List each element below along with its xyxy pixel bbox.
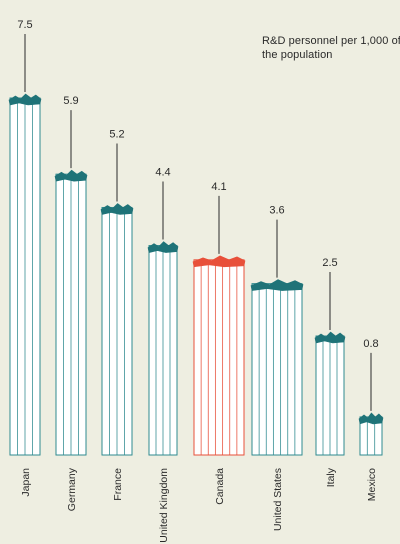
value-label: 0.8 [363,338,378,350]
category-label: Italy [325,467,337,487]
bar-top-cap [147,241,179,253]
category-label: Germany [66,467,78,511]
bar-group-italy: 2.5 Italy [314,257,346,487]
bar-top-cap [54,169,88,182]
bar-top-cap [250,279,304,291]
bar-top-cap [100,203,134,215]
bar-top-cap [8,93,42,106]
value-label: 4.1 [211,181,226,193]
category-label: United Kingdom [158,468,170,543]
bar-group-japan: 7.5 Japan [8,19,42,497]
value-label: 7.5 [17,19,32,31]
bar-top-cap [358,412,384,425]
value-label: 4.4 [155,167,170,179]
value-label: 5.2 [109,128,124,140]
value-label: 2.5 [322,257,337,269]
bar-top-cap [192,255,246,268]
chart-title: R&D personnel per 1,000 of the populatio… [262,35,400,61]
category-label: France [112,468,124,501]
bar [193,259,245,456]
bar-group-germany: 5.9 Germany [54,95,88,511]
bar-group-mexico: 0.8 Mexico [358,338,384,501]
bar-group-united-states: 3.6 United States [250,205,304,531]
value-label: 3.6 [269,205,284,217]
bar-group-france: 5.2 France [100,128,134,501]
category-label: United States [272,468,284,531]
bar-group-united-kingdom: 4.4 United Kingdom [147,167,179,543]
category-label: Mexico [366,468,378,501]
category-label: Canada [214,468,226,505]
bar-top-cap [314,331,346,344]
category-label: Japan [20,468,32,497]
value-label: 5.9 [63,95,78,107]
bar [251,283,303,456]
bar-group-canada: 4.1 Canada [192,181,246,505]
